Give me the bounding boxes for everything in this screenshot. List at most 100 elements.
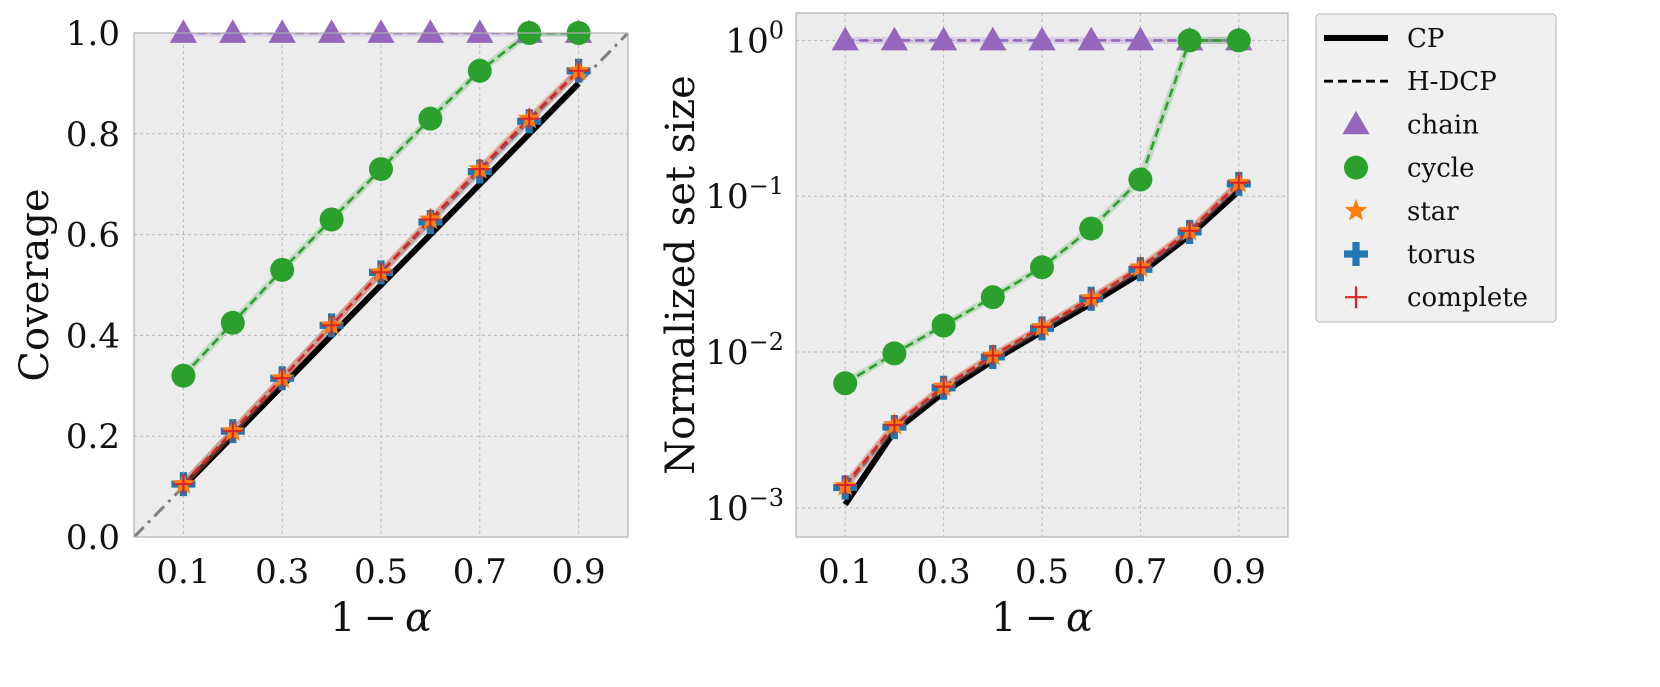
- legend-entry-cp: CP: [1324, 24, 1444, 54]
- x-tick-label: 0.9: [1212, 552, 1266, 592]
- complete-point: [469, 159, 490, 180]
- complete-point: [1228, 172, 1249, 193]
- complete-legend-marker: [1345, 286, 1367, 309]
- x-label-alpha: α: [1066, 595, 1093, 641]
- complete-point: [568, 60, 589, 81]
- complete-point: [371, 262, 391, 283]
- cycle-point: [980, 285, 1005, 310]
- y-tick-label: 0.0: [66, 518, 120, 558]
- legend-box: [1315, 13, 1557, 323]
- complete-point: [933, 376, 954, 397]
- chain-point: [1126, 26, 1155, 51]
- cp-line: [181, 81, 581, 489]
- x-label-alpha: α: [405, 595, 432, 641]
- cycle-point: [1030, 255, 1054, 280]
- complete-point: [321, 315, 342, 336]
- complete-point: [835, 475, 856, 496]
- x-axis-label: 1− α: [991, 595, 1093, 641]
- star-legend-marker: [1344, 198, 1368, 221]
- x-tick-label: 0.3: [917, 552, 971, 592]
- chain-point: [466, 19, 494, 43]
- x-tick-label: 0.1: [156, 552, 210, 592]
- complete-point: [519, 108, 540, 129]
- complete-point: [884, 415, 905, 436]
- legend-label: CP: [1407, 24, 1444, 54]
- complete-point: [1032, 316, 1052, 337]
- chain-point: [1077, 26, 1105, 51]
- x-tick-label: 0.9: [552, 552, 606, 592]
- coverage-panel: 0.1 0.3 0.5 0.7 0.9 0.0 0.2 0.4 0.6 0.8 1.0 1− α Cove…: [12, 14, 629, 641]
- cycle-point: [220, 310, 245, 335]
- legend-entry-complete: complete: [1345, 283, 1528, 313]
- y-tick-label: 0.4: [66, 316, 120, 356]
- y-tick-label: 0.2: [66, 417, 120, 457]
- chain-point: [367, 19, 395, 43]
- legend-label: torus: [1407, 240, 1476, 270]
- chain-point: [880, 26, 909, 51]
- x-tick-label: 0.7: [453, 552, 507, 592]
- y-tick-base: 10: [705, 333, 748, 373]
- cycle-markers: [171, 21, 591, 388]
- cycle-point: [931, 313, 956, 338]
- cycle-markers: [833, 28, 1251, 396]
- y-axis-label: Coverage: [12, 188, 58, 381]
- cycle-point: [467, 58, 492, 83]
- y-tick-label: 10−3: [705, 484, 784, 529]
- y-tick-exponent: 0: [769, 16, 784, 44]
- x-tick-label: 0.7: [1113, 552, 1167, 592]
- chain-point: [979, 26, 1007, 51]
- x-tick-label: 0.3: [255, 552, 309, 592]
- legend-label: chain: [1407, 110, 1479, 140]
- y-tick-exponent: −1: [749, 172, 784, 200]
- complete-point: [272, 368, 293, 389]
- complete-point: [1179, 220, 1200, 241]
- legend-entry-star: star: [1344, 197, 1459, 227]
- cycle-point: [882, 341, 907, 366]
- axes-frame: [133, 32, 629, 538]
- chain-point: [268, 19, 296, 43]
- y-tick-base: 10: [705, 177, 748, 217]
- y-tick-label: 0.6: [66, 216, 120, 256]
- chain-point: [219, 19, 247, 43]
- legend-entry-chain: chain: [1342, 110, 1479, 140]
- y-tick-exponent: −2: [749, 328, 784, 356]
- x-label-one: 1: [991, 595, 1016, 641]
- x-axis-label: 1− α: [330, 595, 432, 641]
- cycle-point: [1226, 28, 1251, 53]
- chain-legend-marker: [1342, 110, 1370, 135]
- legend-entry-torus: torus: [1344, 240, 1476, 270]
- chain-point: [831, 26, 859, 51]
- complete-point: [1081, 288, 1102, 309]
- cycle-point: [833, 371, 858, 396]
- complete-markers: [173, 60, 589, 495]
- y-tick-base: 10: [725, 21, 768, 61]
- cycle-point: [270, 257, 295, 282]
- chain-point: [416, 19, 445, 43]
- complete-point: [1130, 257, 1151, 278]
- cycle-point: [171, 363, 196, 388]
- y-tick-base: 10: [705, 489, 748, 529]
- complete-point: [420, 209, 441, 230]
- cycle-point: [1128, 167, 1153, 192]
- x-tick-label: 0.1: [818, 552, 872, 592]
- cycle-point: [418, 106, 443, 131]
- axes-frame: [795, 12, 1289, 538]
- legend-label: cycle: [1407, 154, 1475, 184]
- legend: CP H-DCP chain cycle star torus complete: [1315, 13, 1557, 323]
- y-tick-exponent: −3: [749, 484, 784, 512]
- y-tick-label: 10−1: [705, 172, 784, 217]
- legend-label: complete: [1407, 283, 1528, 313]
- y-tick-label: 1.0: [66, 14, 120, 54]
- x-tick-label: 0.5: [1015, 552, 1069, 592]
- y-tick-label: 0.8: [66, 115, 120, 155]
- legend-entry-h-dcp: H-DCP: [1324, 67, 1497, 97]
- chain-point: [929, 26, 958, 51]
- complete-markers: [835, 172, 1249, 496]
- complete-hdcp-line: [182, 69, 580, 485]
- cycle-legend-marker: [1344, 155, 1368, 180]
- x-label-minus: −: [363, 595, 397, 641]
- x-label-one: 1: [330, 595, 355, 641]
- legend-entry-cycle: cycle: [1344, 154, 1475, 184]
- torus-legend-marker: [1344, 242, 1368, 266]
